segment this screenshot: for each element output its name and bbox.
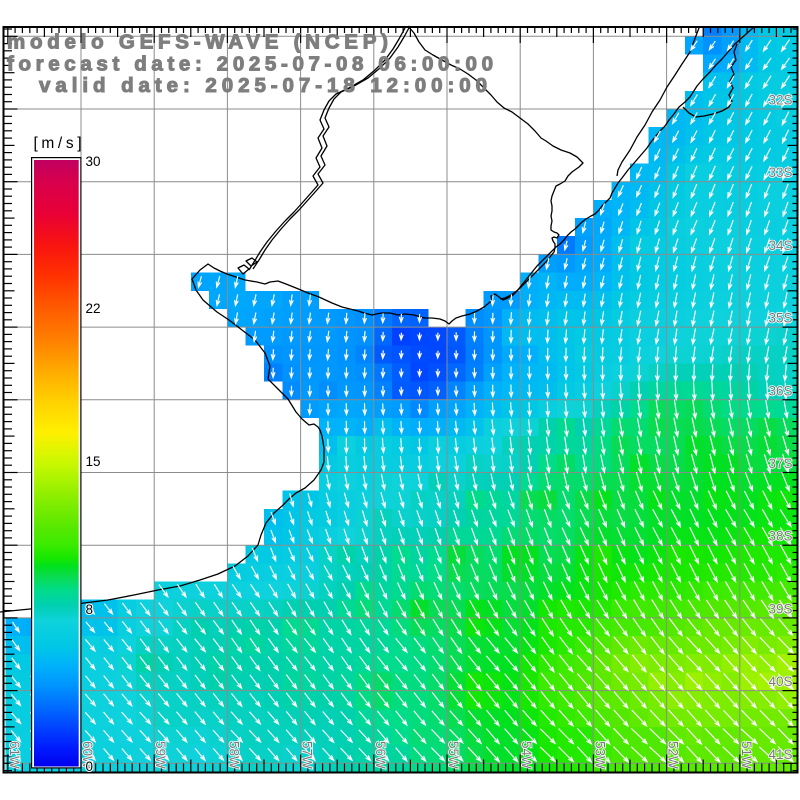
svg-text:35S: 35S xyxy=(768,311,792,326)
svg-text:59W: 59W xyxy=(153,741,168,769)
svg-text:33S: 33S xyxy=(768,165,792,180)
svg-text:22: 22 xyxy=(86,301,101,316)
svg-text:55W: 55W xyxy=(446,741,461,769)
svg-text:34S: 34S xyxy=(768,238,792,253)
svg-text:52W: 52W xyxy=(666,741,681,769)
svg-text:15: 15 xyxy=(86,454,101,469)
svg-text:38S: 38S xyxy=(768,529,792,544)
svg-text:57W: 57W xyxy=(300,741,315,769)
svg-text:[m/s]: [m/s] xyxy=(34,135,82,152)
svg-text:8: 8 xyxy=(86,602,94,617)
svg-text:30: 30 xyxy=(86,154,101,169)
svg-text:39S: 39S xyxy=(768,601,792,616)
svg-text:40S: 40S xyxy=(768,674,792,689)
svg-text:61W: 61W xyxy=(7,741,22,769)
svg-text:60W: 60W xyxy=(80,741,95,769)
svg-text:54W: 54W xyxy=(519,741,534,769)
svg-text:53W: 53W xyxy=(592,741,607,769)
svg-text:modelo GEFS-WAVE (NCEP): modelo GEFS-WAVE (NCEP) xyxy=(7,31,388,54)
svg-text:36S: 36S xyxy=(768,383,792,398)
svg-text:32S: 32S xyxy=(768,93,792,108)
svg-text:0: 0 xyxy=(86,759,94,774)
svg-text:51W: 51W xyxy=(739,741,754,769)
svg-text:58W: 58W xyxy=(226,741,241,769)
svg-text:forecast date: 2025-07-08 06:0: forecast date: 2025-07-08 06:00:00 xyxy=(7,52,493,75)
svg-text:41S: 41S xyxy=(768,747,792,762)
svg-text:56W: 56W xyxy=(373,741,388,769)
svg-text:37S: 37S xyxy=(768,456,792,471)
